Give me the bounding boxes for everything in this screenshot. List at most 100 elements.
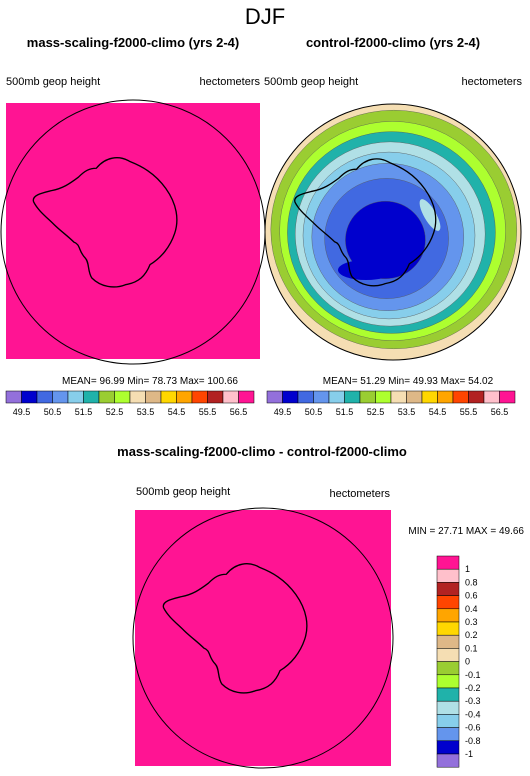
colorbar-swatch [344, 390, 361, 404]
legend-swatch [436, 608, 460, 623]
diff-legend: 1 0.8 0.6 0.4 0.3 0.2 0.1 0 -0.1 -0.2 -0.3 -0.4 -0.6… [436, 555, 481, 768]
colorbar-swatch [67, 390, 84, 404]
panel-variable-label: 500mb geop height [6, 76, 100, 88]
colorbar-swatch [5, 390, 22, 404]
colorbar-swatch [176, 390, 193, 404]
contour-map [265, 104, 521, 360]
legend-swatch [436, 674, 460, 689]
colorbar-swatch [452, 390, 469, 404]
legend-swatch [436, 634, 460, 649]
colorbar-swatch [421, 390, 438, 404]
colorbar-tick-label: 51.5 [75, 407, 93, 417]
panel-stats: MEAN= 51.29 Min= 49.93 Max= 54.02 [323, 376, 494, 387]
legend-label: 1 [465, 564, 470, 574]
colorbar-swatch [375, 390, 392, 404]
colorbar-swatch [114, 390, 131, 404]
panel-title: control-f2000-climo (yrs 2-4) [306, 35, 480, 50]
colorbar: 49.5 50.5 51.5 52.5 53.5 54.5 55.5 56.5 [266, 390, 516, 417]
colorbar-swatch [145, 390, 162, 404]
colorbar-tick-label: 49.5 [274, 407, 292, 417]
map-boundary-circle [132, 507, 394, 769]
panel-units-label: hectometers [461, 76, 522, 88]
legend-swatch [436, 753, 460, 768]
legend-swatch [436, 621, 460, 636]
legend-swatch [436, 740, 460, 755]
panel-control: control-f2000-climo (yrs 2-4) 500mb geop… [264, 35, 522, 417]
colorbar-swatch [52, 390, 69, 404]
map-fill [135, 510, 391, 766]
colorbar-tick-label: 54.5 [168, 407, 186, 417]
legend-label: -0.6 [465, 723, 481, 733]
legend-swatch [436, 555, 460, 570]
colorbar-swatch [207, 390, 224, 404]
colorbar-swatch [160, 390, 177, 404]
colorbar: 49.5 50.5 51.5 52.5 53.5 54.5 55.5 56.5 [5, 390, 255, 417]
legend-label: -1 [465, 749, 473, 759]
colorbar-swatch [36, 390, 53, 404]
colorbar-tick-label: 56.5 [230, 407, 248, 417]
colorbar-swatch [98, 390, 115, 404]
colorbar-tick-label: 52.5 [106, 407, 124, 417]
colorbar-swatch [222, 390, 239, 404]
legend-label: 0.3 [465, 617, 478, 627]
legend-swatch [436, 687, 460, 702]
panel-mass-scaling: mass-scaling-f2000-climo (yrs 2-4) 500mb… [0, 35, 266, 417]
colorbar-swatch [437, 390, 454, 404]
map-fill [6, 103, 260, 359]
colorbar-swatch [238, 390, 255, 404]
legend-label: 0 [465, 657, 470, 667]
panel-title: mass-scaling-f2000-climo (yrs 2-4) [27, 35, 239, 50]
legend-swatch [436, 700, 460, 715]
legend-label: -0.4 [465, 709, 481, 719]
colorbar-tick-label: 51.5 [336, 407, 354, 417]
legend-swatch [436, 727, 460, 742]
colorbar-swatch [297, 390, 314, 404]
legend-label: 0.4 [465, 604, 478, 614]
legend-label: -0.1 [465, 670, 481, 680]
colorbar-tick-label: 52.5 [367, 407, 385, 417]
legend-label: 0.6 [465, 591, 478, 601]
colorbar-tick-label: 53.5 [137, 407, 155, 417]
colorbar-swatch [83, 390, 100, 404]
colorbar-tick-label: 55.5 [460, 407, 478, 417]
legend-label: -0.2 [465, 683, 481, 693]
colorbar-swatch [499, 390, 516, 404]
colorbar-tick-label: 50.5 [44, 407, 62, 417]
colorbar-tick-label: 55.5 [199, 407, 217, 417]
diff-variable-label: 500mb geop height [136, 486, 230, 498]
colorbar-swatch [359, 390, 376, 404]
map-boundary-circle [264, 103, 522, 361]
colorbar-swatch [129, 390, 146, 404]
panel-units-label: hectometers [199, 76, 260, 88]
legend-swatch [436, 648, 460, 662]
colorbar-swatch [191, 390, 208, 404]
legend-label: 0.2 [465, 630, 478, 640]
colorbar-tick-label: 53.5 [398, 407, 416, 417]
colorbar-tick-label: 49.5 [13, 407, 31, 417]
contour-minimum [338, 260, 394, 280]
panel-stats: MEAN= 96.99 Min= 78.73 Max= 100.66 [62, 376, 238, 387]
figure-title: DJF [245, 4, 285, 29]
colorbar-swatch [483, 390, 500, 404]
legend-swatch [436, 582, 460, 596]
colorbar-swatch [282, 390, 299, 404]
diff-title: mass-scaling-f2000-climo - control-f2000… [117, 444, 407, 459]
colorbar-tick-label: 56.5 [491, 407, 509, 417]
legend-label: -0.3 [465, 696, 481, 706]
colorbar-swatch [406, 390, 423, 404]
colorbar-swatch [328, 390, 345, 404]
diff-units-label: hectometers [329, 488, 390, 500]
legend-swatch [436, 661, 460, 676]
panel-difference: mass-scaling-f2000-climo - control-f2000… [117, 444, 524, 769]
colorbar-tick-label: 50.5 [305, 407, 323, 417]
legend-label: 0.1 [465, 643, 478, 653]
colorbar-swatch [266, 390, 283, 404]
colorbar-swatch [21, 390, 38, 404]
colorbar-swatch [468, 390, 485, 404]
contour-band [345, 200, 426, 279]
colorbar-swatch [313, 390, 330, 404]
legend-label: -0.8 [465, 736, 481, 746]
colorbar-swatch [390, 390, 407, 404]
colorbar-tick-label: 54.5 [429, 407, 447, 417]
